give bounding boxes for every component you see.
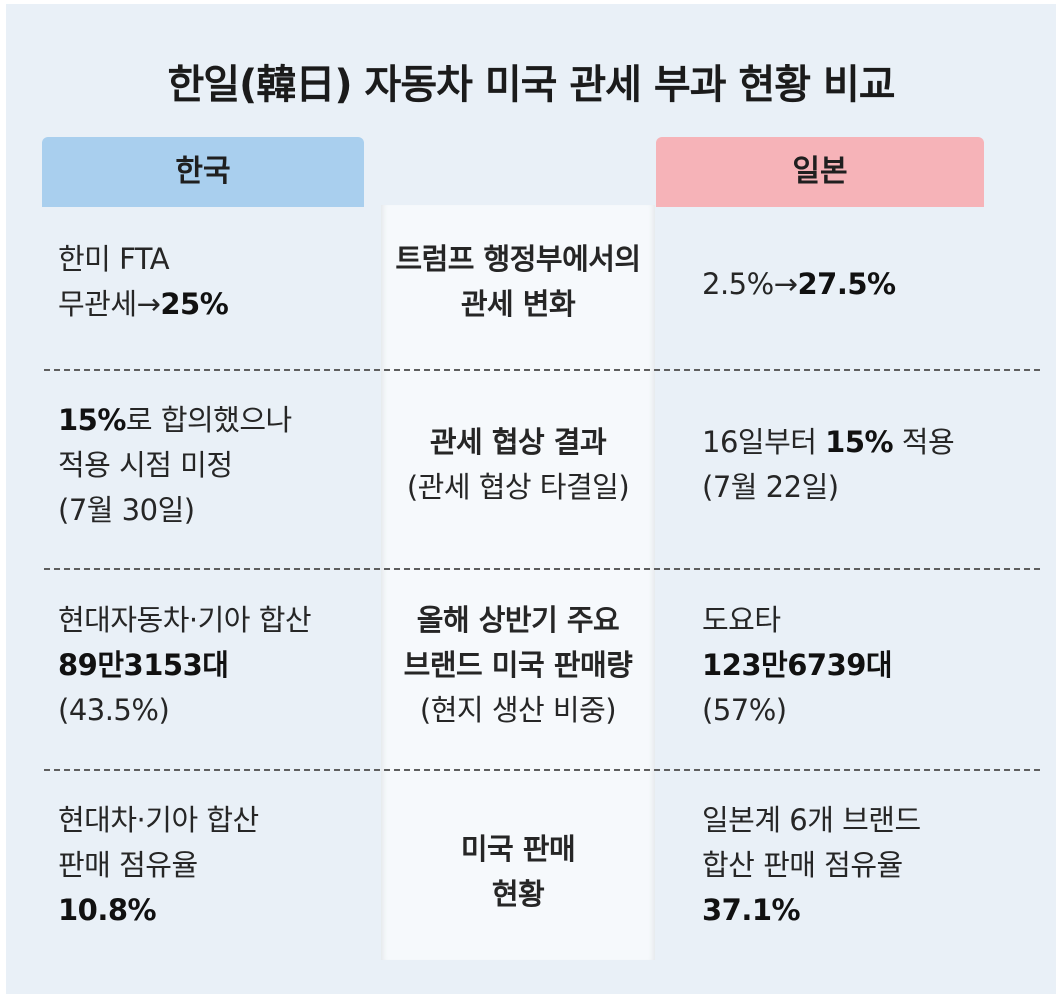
japan-row1-rate: 27.5% [797,267,896,301]
page-title: 한일(韓日) 자동차 미국 관세 부과 현황 비교 [167,62,895,108]
korea-row2-line2: 적용 시점 미정 [58,448,233,482]
korea-row-market-share: 현대차·기아 합산 판매 점유율 10.8% [58,798,259,933]
middle-row4-line1: 미국 판매 [460,832,576,866]
japan-row4-share: 37.1% [702,893,801,927]
middle-row-negotiation: 관세 협상 결과 (관세 협상 타결일) [381,420,655,510]
korea-row-tariff-change: 한미 FTA 무관세→25% [58,237,229,327]
japan-row1-prefix: 2.5%→ [702,267,798,301]
japan-row2-line1: 16일부터 15% 적용 [702,420,955,465]
japan-row3-units: 123만6739대 [702,648,893,682]
korea-row1-rate: 25% [160,287,229,321]
middle-row3-line1: 올해 상반기 주요 [416,603,620,637]
japan-row1-line1: 2.5%→27.5% [702,262,896,307]
japan-row3-line1: 도요타 [702,603,781,637]
japan-row3-line2: 123만6739대 [702,643,893,688]
middle-row3-line3: (현지 생산 비중) [419,693,617,727]
japan-row2-suffix: 적용 [893,425,955,459]
japan-row4-line2: 합산 판매 점유율 [702,848,903,882]
korea-row3-line1: 현대자동차·기아 합산 [58,603,312,637]
korea-row2-suffix: 로 합의했으나 [125,403,292,437]
middle-row4-line2: 현황 [491,877,545,911]
korea-row2-rate: 15% [58,403,126,437]
japan-row2-prefix: 16일부터 [702,425,826,459]
japan-row-negotiation: 16일부터 15% 적용 (7월 22일) [702,420,955,510]
middle-row1-line2: 관세 변화 [460,287,576,321]
japan-row2-rate: 15% [825,425,894,459]
middle-category-column [381,205,655,960]
korea-row2-line3: (7월 30일) [58,493,195,527]
korea-row-sales-volume: 현대자동차·기아 합산 89만3153대 (43.5%) [58,598,312,733]
korea-row4-line2: 판매 점유율 [58,848,198,882]
middle-row1-line1: 트럼프 행정부에서의 [395,242,641,276]
korea-row4-share: 10.8% [58,893,157,927]
japan-row4-line1: 일본계 6개 브랜드 [702,803,921,837]
middle-row2-line2: (관세 협상 타결일) [406,470,630,504]
japan-row-market-share: 일본계 6개 브랜드 합산 판매 점유율 37.1% [702,798,921,933]
japan-column-header: 일본 [656,137,984,207]
korea-row3-line3: (43.5%) [58,693,170,727]
japan-row3-line3: (57%) [702,693,787,727]
korea-row3-line2: 89만3153대 [58,643,311,688]
row-divider [44,369,1040,371]
japan-row4-line3: 37.1% [702,888,921,933]
row-divider [44,769,1040,771]
korea-row-negotiation: 15%로 합의했으나 적용 시점 미정 (7월 30일) [58,398,292,533]
korea-row1-line1: 한미 FTA [58,242,170,276]
middle-row-market-share: 미국 판매 현황 [381,827,655,917]
japan-row-tariff-change: 2.5%→27.5% [702,262,896,307]
japan-row2-line2: (7월 22일) [702,470,839,504]
middle-row2-line1: 관세 협상 결과 [429,425,607,459]
row-divider [44,568,1040,570]
korea-column-header: 한국 [42,137,364,207]
korea-row4-line3: 10.8% [58,888,259,933]
middle-row-sales-volume: 올해 상반기 주요 브랜드 미국 판매량 (현지 생산 비중) [381,598,655,733]
korea-row3-units: 89만3153대 [58,648,229,682]
korea-row1-prefix: 무관세→ [58,287,161,321]
japan-row-sales-volume: 도요타 123만6739대 (57%) [702,598,893,733]
korea-row4-line1: 현대차·기아 합산 [58,803,259,837]
korea-row1-line2: 무관세→25% [58,282,229,327]
middle-row3-line2: 브랜드 미국 판매량 [403,648,633,682]
middle-row-tariff-change: 트럼프 행정부에서의 관세 변화 [381,237,655,327]
korea-row2-line1: 15%로 합의했으나 [58,398,292,443]
